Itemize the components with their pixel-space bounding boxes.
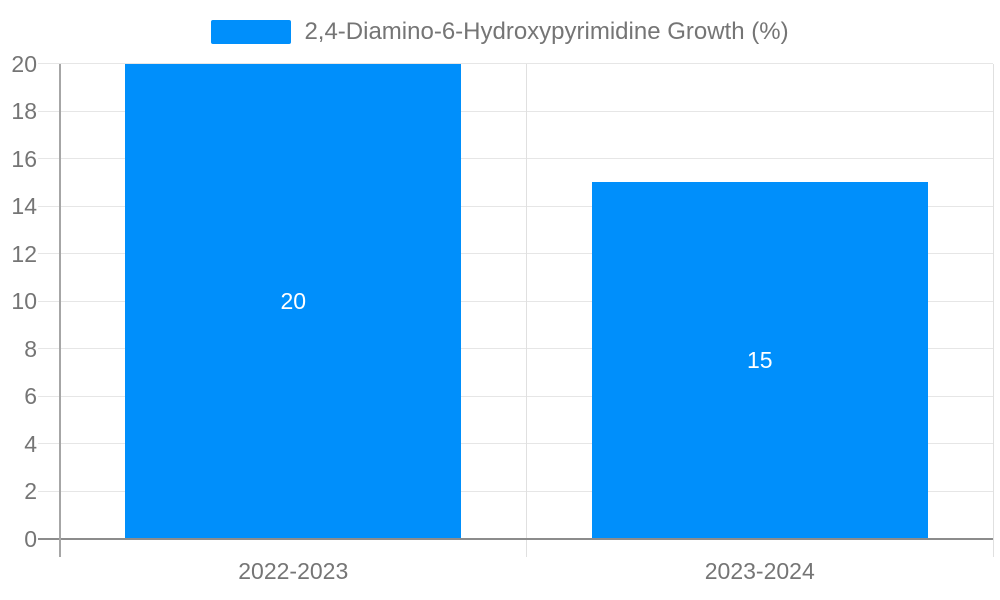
- legend[interactable]: 2,4-Diamino-6-Hydroxypyrimidine Growth (…: [0, 18, 1000, 46]
- y-axis-tick-label: 20: [11, 50, 37, 77]
- y-gridline: [38, 395, 993, 397]
- y-axis-tick-label: 12: [11, 240, 37, 267]
- y-gridline: [38, 300, 993, 302]
- legend-swatch: [211, 20, 292, 44]
- bar-2022-2023[interactable]: 20: [125, 63, 462, 539]
- y-axis-tick-label: 16: [11, 145, 37, 172]
- y-gridline: [38, 253, 993, 254]
- y-axis-tick-label: 18: [11, 98, 37, 124]
- y-axis-tick-label: 6: [24, 383, 37, 409]
- y-axis-tick-label: 14: [11, 193, 37, 219]
- y-gridline: [38, 63, 993, 64]
- y-axis-tick-label: 4: [24, 430, 37, 457]
- y-gridline: [38, 205, 993, 207]
- y-gridline: [38, 443, 993, 444]
- x-axis-label: 2022-2023: [238, 558, 349, 584]
- bar-value-label: 15: [746, 346, 773, 373]
- y-axis-tick-label: 8: [24, 335, 37, 362]
- legend-label: 2,4-Diamino-6-Hydroxypyrimidine Growth (…: [304, 18, 789, 45]
- x-axis-baseline: [38, 537, 993, 540]
- y-gridline: [38, 348, 993, 349]
- x-category-gridline: [526, 63, 527, 557]
- y-axis-tick-label: 0: [24, 525, 37, 552]
- bar-2023-2024[interactable]: 15: [591, 182, 928, 539]
- x-category-gridline: [992, 63, 994, 557]
- bar-value-label: 20: [280, 287, 307, 314]
- y-gridline: [38, 158, 993, 159]
- y-axis-tick-label: 10: [11, 288, 37, 314]
- y-axis-tick-label: 2: [24, 478, 37, 504]
- y-gridline: [38, 490, 993, 492]
- y-gridline: [38, 110, 993, 112]
- y-axis-line: [59, 63, 61, 557]
- x-axis-label: 2023-2024: [704, 558, 815, 584]
